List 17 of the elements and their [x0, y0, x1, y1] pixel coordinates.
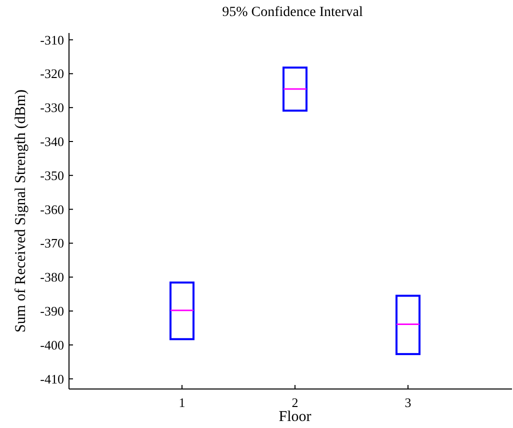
x-tick-label: 1 — [178, 395, 186, 410]
x-tick-label: 2 — [292, 395, 298, 410]
y-tick-label: -310 — [40, 32, 64, 48]
y-tick-label: -320 — [40, 66, 64, 82]
y-tick-label: -330 — [40, 100, 64, 116]
y-tick-label: -410 — [40, 371, 64, 386]
chart-title: 95% Confidence Interval — [222, 5, 363, 20]
y-tick-label: -360 — [40, 202, 64, 217]
x-axis-title: Floor — [278, 409, 312, 425]
y-axis-title: Sum of Received Signal Strength (dBm) — [13, 90, 29, 332]
y-tick-label: -370 — [40, 236, 64, 251]
y-tick-label: -350 — [40, 168, 64, 183]
y-tick-label: -380 — [40, 270, 64, 285]
y-tick-label: -400 — [40, 337, 64, 352]
x-tick-label: 3 — [404, 395, 412, 410]
y-tick-label: -340 — [40, 134, 64, 149]
y-tick-label: -390 — [40, 304, 64, 319]
